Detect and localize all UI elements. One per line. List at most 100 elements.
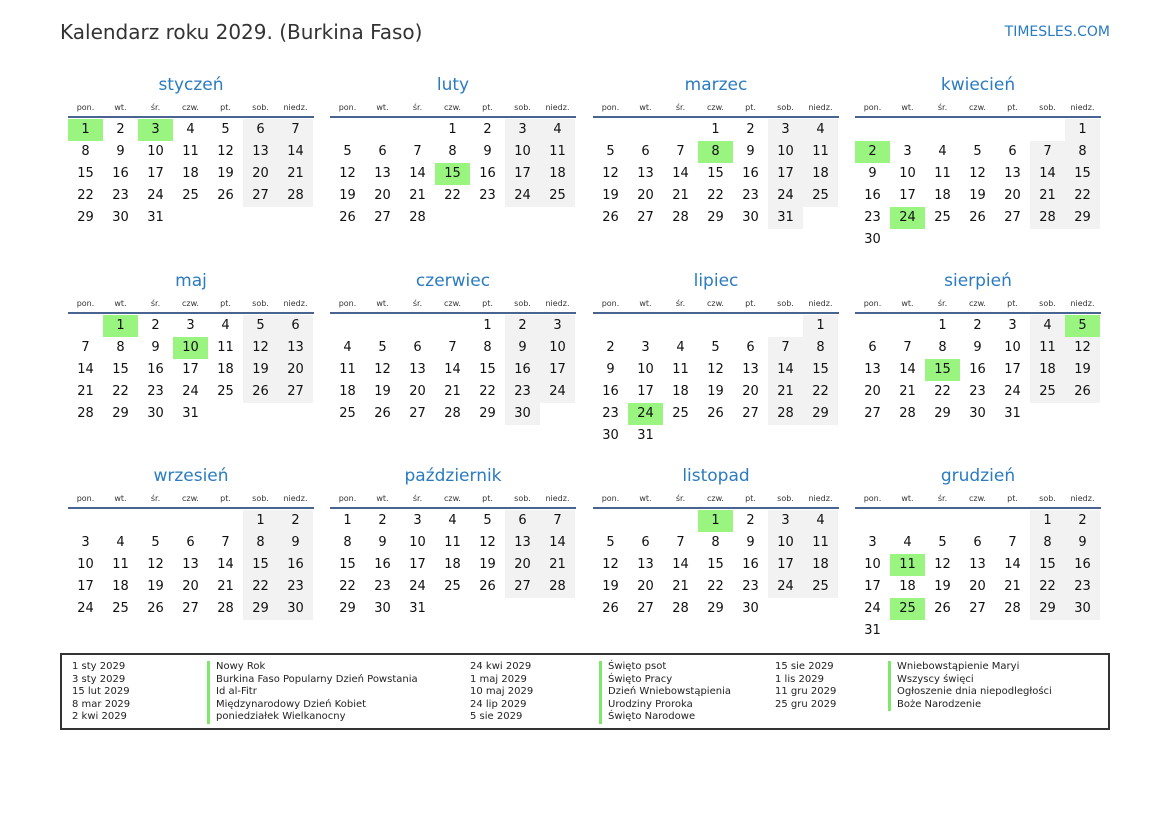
- day-cell[interactable]: 16: [505, 359, 540, 381]
- day-cell[interactable]: 4: [903, 535, 912, 550]
- day-cell[interactable]: 19: [243, 359, 278, 381]
- day-cell[interactable]: 31: [147, 210, 164, 225]
- day-cell[interactable]: 1: [803, 315, 838, 337]
- day-cell[interactable]: 12: [602, 166, 619, 181]
- day-cell[interactable]: 23: [374, 579, 391, 594]
- day-cell[interactable]: 24: [768, 576, 803, 598]
- day-cell[interactable]: 27: [409, 406, 426, 421]
- day-cell[interactable]: 24: [182, 384, 199, 399]
- day-cell[interactable]: 10: [77, 557, 94, 572]
- day-cell[interactable]: 28: [409, 210, 426, 225]
- day-cell[interactable]: 6: [243, 119, 278, 141]
- day-cell[interactable]: 16: [278, 554, 313, 576]
- day-cell[interactable]: 31: [409, 601, 426, 616]
- day-cell[interactable]: 11: [672, 362, 689, 377]
- day-cell[interactable]: 30: [1065, 598, 1100, 620]
- day-cell[interactable]: 19: [1065, 359, 1100, 381]
- day-cell[interactable]: 8: [448, 144, 457, 159]
- day-cell[interactable]: 30: [278, 598, 313, 620]
- day-cell[interactable]: 5: [151, 535, 160, 550]
- day-cell[interactable]: 29: [112, 406, 129, 421]
- day-cell[interactable]: 11: [112, 557, 129, 572]
- day-cell[interactable]: 29: [339, 601, 356, 616]
- day-cell[interactable]: 8: [1065, 141, 1100, 163]
- day-cell[interactable]: 15: [707, 166, 724, 181]
- day-cell[interactable]: 5: [483, 513, 492, 528]
- day-cell[interactable]: 19: [602, 579, 619, 594]
- day-cell[interactable]: 12: [374, 362, 391, 377]
- day-cell[interactable]: 30: [602, 428, 619, 443]
- day-cell[interactable]: 18: [672, 384, 689, 399]
- day-cell[interactable]: 23: [278, 576, 313, 598]
- day-cell[interactable]: 16: [742, 166, 759, 181]
- day-cell[interactable]: 22: [707, 579, 724, 594]
- day-cell[interactable]: 22: [339, 579, 356, 594]
- day-cell[interactable]: 7: [768, 337, 803, 359]
- day-cell[interactable]: 4: [803, 510, 838, 532]
- day-cell[interactable]: 9: [116, 144, 125, 159]
- day-cell[interactable]: 23: [864, 210, 881, 225]
- day-cell[interactable]: 15: [1065, 163, 1100, 185]
- day-cell[interactable]: 8: [938, 340, 947, 355]
- day-cell[interactable]: 16: [112, 166, 129, 181]
- day-cell[interactable]: 3: [868, 535, 877, 550]
- day-cell[interactable]: 8: [483, 340, 492, 355]
- day-cell[interactable]: 1: [1065, 119, 1100, 141]
- day-cell[interactable]: 16: [969, 362, 986, 377]
- day-cell[interactable]: 11: [1030, 337, 1065, 359]
- day-cell[interactable]: 27: [637, 601, 654, 616]
- day-cell[interactable]: 26: [374, 406, 391, 421]
- day-cell[interactable]: 9: [505, 337, 540, 359]
- day-cell[interactable]: 20: [637, 188, 654, 203]
- day-cell[interactable]: 14: [672, 166, 689, 181]
- day-cell[interactable]: 1: [243, 510, 278, 532]
- day-cell[interactable]: 28: [899, 406, 916, 421]
- day-cell[interactable]: 17: [768, 554, 803, 576]
- day-cell[interactable]: 17: [409, 557, 426, 572]
- day-cell[interactable]: 24: [768, 185, 803, 207]
- day-cell[interactable]: 1: [68, 119, 103, 141]
- day-cell[interactable]: 8: [243, 532, 278, 554]
- day-cell[interactable]: 24: [147, 188, 164, 203]
- day-cell[interactable]: 13: [864, 362, 881, 377]
- day-cell[interactable]: 19: [339, 188, 356, 203]
- day-cell[interactable]: 15: [112, 362, 129, 377]
- day-cell[interactable]: 13: [742, 362, 759, 377]
- day-cell[interactable]: 13: [637, 557, 654, 572]
- day-cell[interactable]: 29: [1065, 207, 1100, 229]
- day-cell[interactable]: 20: [505, 554, 540, 576]
- day-cell[interactable]: 13: [182, 557, 199, 572]
- day-cell[interactable]: 13: [637, 166, 654, 181]
- day-cell[interactable]: 21: [672, 188, 689, 203]
- day-cell[interactable]: 10: [899, 166, 916, 181]
- day-cell[interactable]: 27: [278, 381, 313, 403]
- day-cell[interactable]: 9: [868, 166, 877, 181]
- day-cell[interactable]: 4: [116, 535, 125, 550]
- day-cell[interactable]: 20: [409, 384, 426, 399]
- day-cell[interactable]: 23: [112, 188, 129, 203]
- day-cell[interactable]: 2: [378, 513, 387, 528]
- day-cell[interactable]: 1: [938, 318, 947, 333]
- day-cell[interactable]: 17: [899, 188, 916, 203]
- day-cell[interactable]: 18: [217, 362, 234, 377]
- day-cell[interactable]: 25: [112, 601, 129, 616]
- day-cell[interactable]: 5: [606, 535, 615, 550]
- day-cell[interactable]: 1: [103, 315, 138, 337]
- day-cell[interactable]: 30: [969, 406, 986, 421]
- day-cell[interactable]: 27: [374, 210, 391, 225]
- day-cell[interactable]: 9: [746, 535, 755, 550]
- day-cell[interactable]: 2: [746, 122, 755, 137]
- day-cell[interactable]: 4: [1030, 315, 1065, 337]
- day-cell[interactable]: 10: [768, 532, 803, 554]
- day-cell[interactable]: 8: [116, 340, 125, 355]
- day-cell[interactable]: 29: [934, 406, 951, 421]
- day-cell[interactable]: 2: [855, 141, 890, 163]
- day-cell[interactable]: 11: [803, 141, 838, 163]
- day-cell[interactable]: 1: [343, 513, 352, 528]
- day-cell[interactable]: 3: [413, 513, 422, 528]
- day-cell[interactable]: 13: [969, 557, 986, 572]
- day-cell[interactable]: 5: [243, 315, 278, 337]
- day-cell[interactable]: 24: [628, 403, 663, 425]
- day-cell[interactable]: 2: [1065, 510, 1100, 532]
- day-cell[interactable]: 6: [186, 535, 195, 550]
